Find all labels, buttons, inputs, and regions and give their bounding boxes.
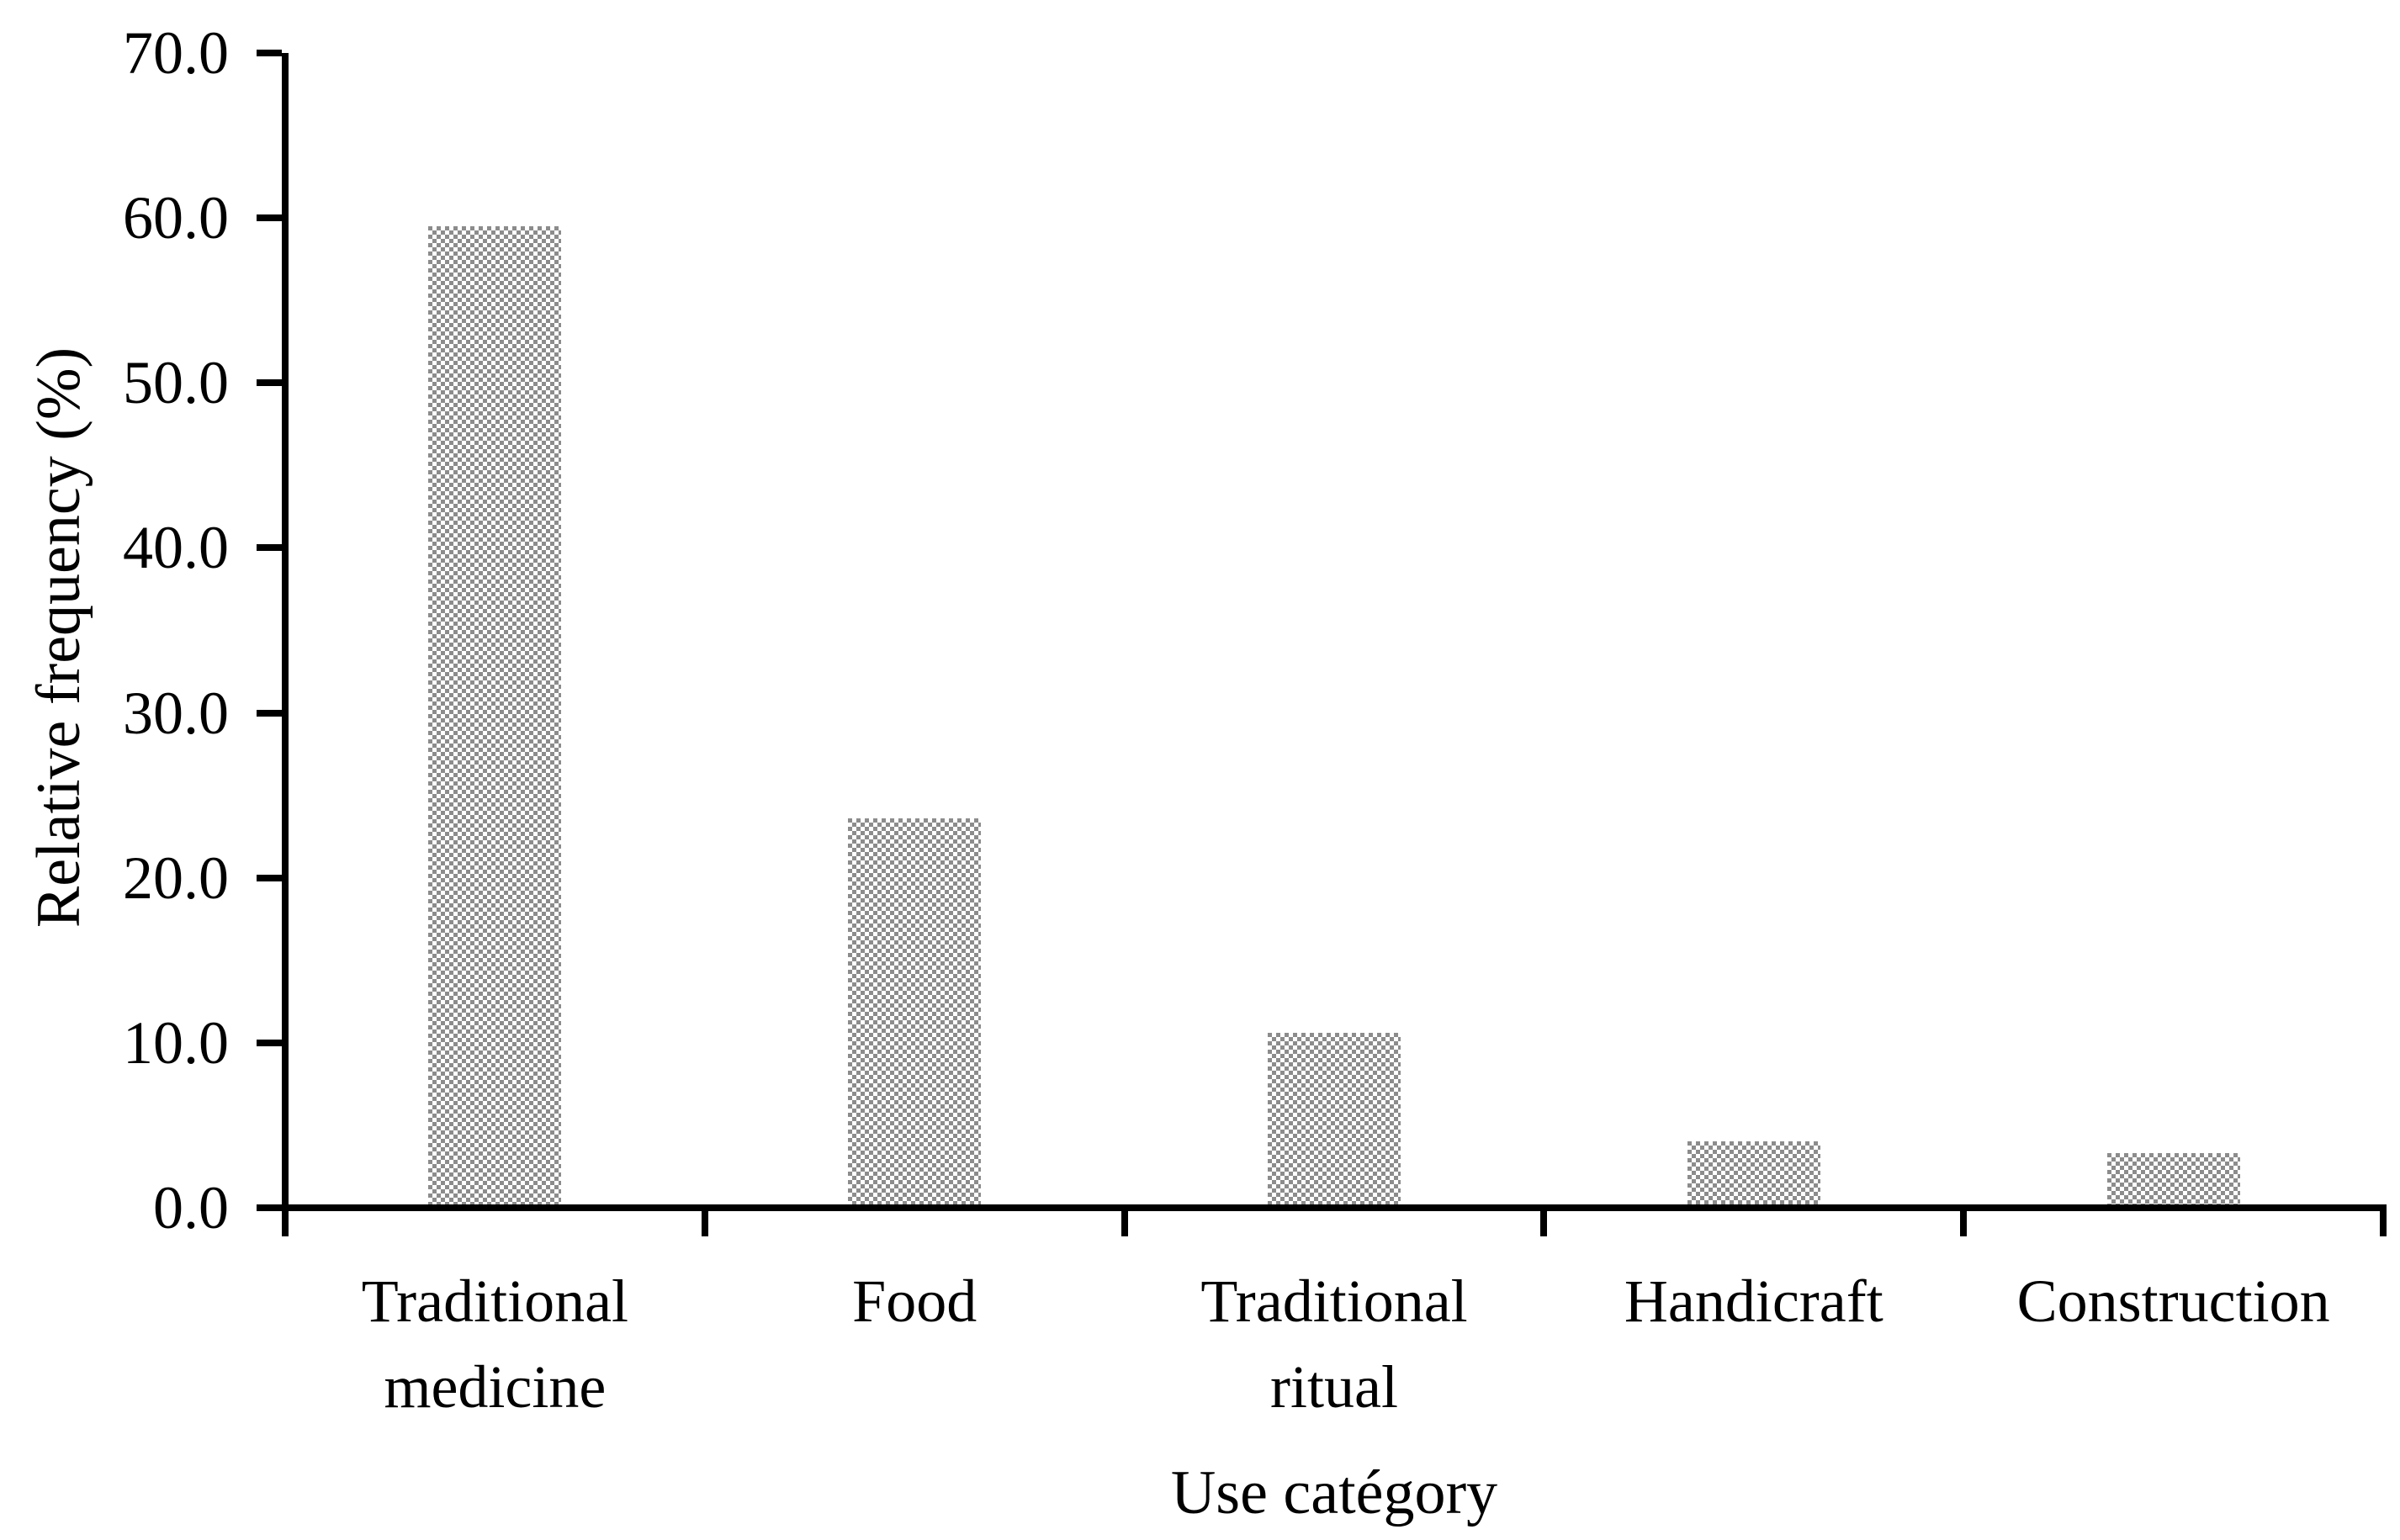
category-label-food: Food	[852, 1267, 977, 1335]
category-label-construction: Construction	[2016, 1267, 2330, 1335]
x-axis-tick	[1121, 1204, 1128, 1236]
y-axis-tick	[257, 544, 282, 552]
y-tick-label: 30.0	[123, 679, 229, 747]
y-axis-tick	[257, 214, 282, 222]
y-tick-label: 40.0	[123, 514, 229, 582]
x-axis-tick	[2380, 1204, 2387, 1236]
x-axis-tick	[1960, 1204, 1968, 1236]
category-label-handicraft: Handicraft	[1624, 1267, 1883, 1335]
bar-traditional-ritual	[1268, 1033, 1401, 1204]
y-axis-tick	[257, 379, 282, 387]
y-axis-tick	[257, 874, 282, 881]
bar-construction	[2106, 1153, 2240, 1204]
x-axis-tick	[701, 1204, 708, 1236]
x-axis-line	[282, 1204, 2383, 1211]
x-axis-tick	[1540, 1204, 1548, 1236]
y-tick-label: 20.0	[123, 844, 229, 912]
x-axis-title: Use catégory	[1170, 1458, 1498, 1527]
bar-handicraft	[1687, 1141, 1820, 1204]
y-axis-tick	[257, 50, 282, 56]
y-tick-label: 60.0	[123, 184, 229, 252]
y-axis-tick	[257, 1204, 282, 1211]
bar-food	[848, 818, 982, 1204]
y-axis-title: Relative frequency (%)	[24, 347, 93, 929]
y-tick-label: 70.0	[123, 19, 229, 87]
y-axis-tick	[257, 1039, 282, 1046]
category-label-traditional-ritual: Traditional ritual	[1200, 1267, 1468, 1421]
y-axis-line	[282, 53, 289, 1236]
y-tick-label: 0.0	[153, 1174, 229, 1241]
category-label-traditional-medicine: Traditional medicine	[361, 1267, 629, 1421]
y-tick-label: 50.0	[123, 349, 229, 417]
y-axis-tick	[257, 709, 282, 717]
bar-traditional-medicine	[428, 225, 562, 1204]
y-tick-label: 10.0	[123, 1008, 229, 1077]
